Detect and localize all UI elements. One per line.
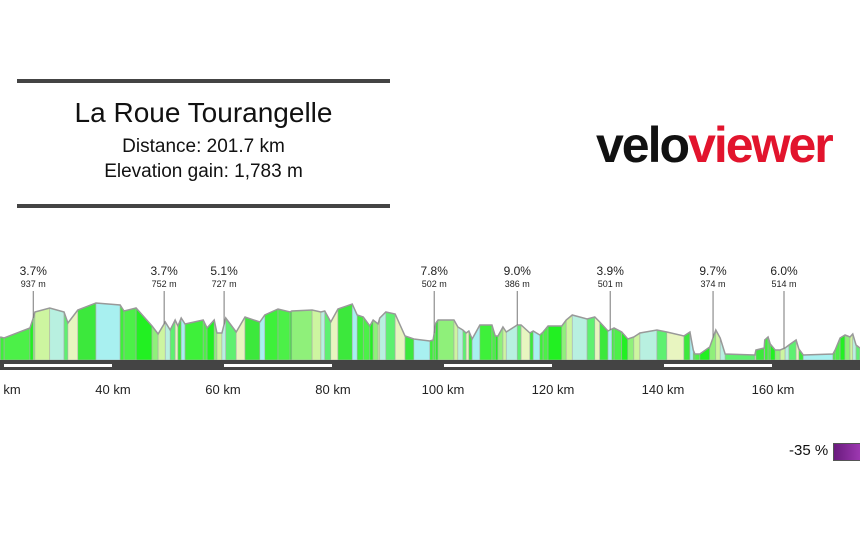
- profile-segment: [613, 327, 623, 361]
- profile-segment: [599, 321, 609, 361]
- profile-segment: [216, 332, 223, 361]
- distance-bar-stripe: [4, 364, 112, 367]
- profile-segment: [429, 339, 434, 361]
- profile-segment: [611, 327, 615, 361]
- legend-gradient-swatch: [833, 443, 860, 461]
- profile-segment: [607, 328, 613, 361]
- profile-segment: [311, 309, 322, 361]
- profile-segment: [385, 311, 396, 361]
- profile-segment: [457, 326, 464, 361]
- climb-length-label: 501 m: [598, 279, 623, 289]
- climb-grade-label: 5.1%: [210, 264, 238, 278]
- profile-segment: [77, 302, 97, 361]
- climb-grade-label: 6.0%: [770, 264, 798, 278]
- x-tick-label: 160 km: [752, 382, 795, 397]
- profile-segment: [532, 330, 541, 361]
- profile-segment: [639, 329, 658, 361]
- x-tick-label: 80 km: [315, 382, 350, 397]
- climb-length-label: 374 m: [701, 279, 726, 289]
- profile-segment: [774, 349, 781, 361]
- logo-viewer: viewer: [688, 117, 834, 173]
- profile-segment: [839, 334, 846, 361]
- profile-segment: [479, 324, 493, 361]
- profile-segment: [539, 331, 544, 361]
- route-elevation-gain: Elevation gain: 1,783 m: [104, 161, 303, 182]
- profile-segment: [435, 319, 439, 361]
- profile-segment: [394, 313, 406, 361]
- route-title: La Roue Tourangelle: [74, 97, 333, 128]
- climb-length-label: 752 m: [152, 279, 177, 289]
- profile-segment: [264, 308, 279, 361]
- climb-grade-label: 3.7%: [150, 264, 178, 278]
- profile-segment: [571, 314, 588, 361]
- climb-length-label: 386 m: [505, 279, 530, 289]
- distance-bar-stripe: [224, 364, 332, 367]
- climb-grade-label: 3.7%: [20, 264, 48, 278]
- profile-segment: [324, 310, 332, 361]
- header-top-rule: [17, 79, 390, 83]
- profile-segment: [656, 329, 668, 361]
- x-tick-label: 60 km: [205, 382, 240, 397]
- climb-length-label: 514 m: [771, 279, 796, 289]
- profile-segment: [372, 319, 379, 361]
- climb-length-label: 937 m: [21, 279, 46, 289]
- distance-bar: [0, 360, 860, 370]
- profile-segment: [666, 331, 685, 361]
- profile-segment: [184, 319, 204, 361]
- profile-segment: [520, 324, 531, 361]
- profile-segment: [337, 303, 353, 361]
- x-tick-label: 100 km: [422, 382, 465, 397]
- x-tick-label: 20 km: [0, 382, 21, 397]
- profile-segment: [586, 316, 596, 361]
- profile-segment: [123, 307, 137, 361]
- legend-min-label: -35 %: [789, 442, 829, 459]
- profile-segment: [320, 310, 326, 361]
- climb-grade-label: 7.8%: [421, 264, 449, 278]
- climb-length-label: 502 m: [422, 279, 447, 289]
- x-tick-label: 120 km: [532, 382, 575, 397]
- distance-bar-stripe: [444, 364, 552, 367]
- profile-segment: [594, 316, 601, 361]
- profile-segment: [404, 335, 415, 361]
- profile-segment: [494, 335, 499, 361]
- logo-velo: velo: [596, 117, 690, 173]
- profile-segment: [379, 311, 387, 361]
- profile-segment: [462, 329, 467, 361]
- profile-segment: [34, 307, 51, 361]
- profile-segment: [413, 338, 431, 361]
- profile-segment: [516, 324, 522, 361]
- profile-segment: [0, 336, 5, 361]
- profile-segment: [627, 336, 635, 361]
- profile-segment: [529, 330, 534, 361]
- profile-segment: [95, 302, 121, 361]
- veloviewer-logo: veloviewer: [596, 116, 834, 174]
- climb-grade-label: 3.9%: [597, 264, 625, 278]
- x-tick-label: 140 km: [642, 382, 685, 397]
- profile-segment: [844, 334, 851, 361]
- profile-segment: [565, 314, 573, 361]
- climb-grade-label: 9.7%: [699, 264, 727, 278]
- profile-segment: [291, 309, 313, 361]
- profile-segment: [471, 324, 481, 361]
- profile-segment: [465, 330, 470, 361]
- climb-length-label: 727 m: [212, 279, 237, 289]
- profile-segment: [849, 333, 854, 361]
- profile-segment: [547, 325, 563, 361]
- profile-segment: [437, 319, 455, 361]
- header-bottom-rule: [17, 204, 390, 208]
- route-distance: Distance: 201.7 km: [122, 136, 285, 157]
- profile-segment: [244, 316, 261, 361]
- distance-bar-stripe: [664, 364, 772, 367]
- profile-segment: [49, 307, 65, 361]
- x-tick-label: 40 km: [95, 382, 130, 397]
- profile-segment: [694, 353, 701, 361]
- climb-grade-label: 9.0%: [504, 264, 532, 278]
- profile-outline: [0, 302, 860, 356]
- profile-segment: [135, 307, 153, 361]
- profile-segment: [277, 308, 291, 361]
- profile-segment: [356, 314, 364, 361]
- profile-segment: [119, 303, 125, 361]
